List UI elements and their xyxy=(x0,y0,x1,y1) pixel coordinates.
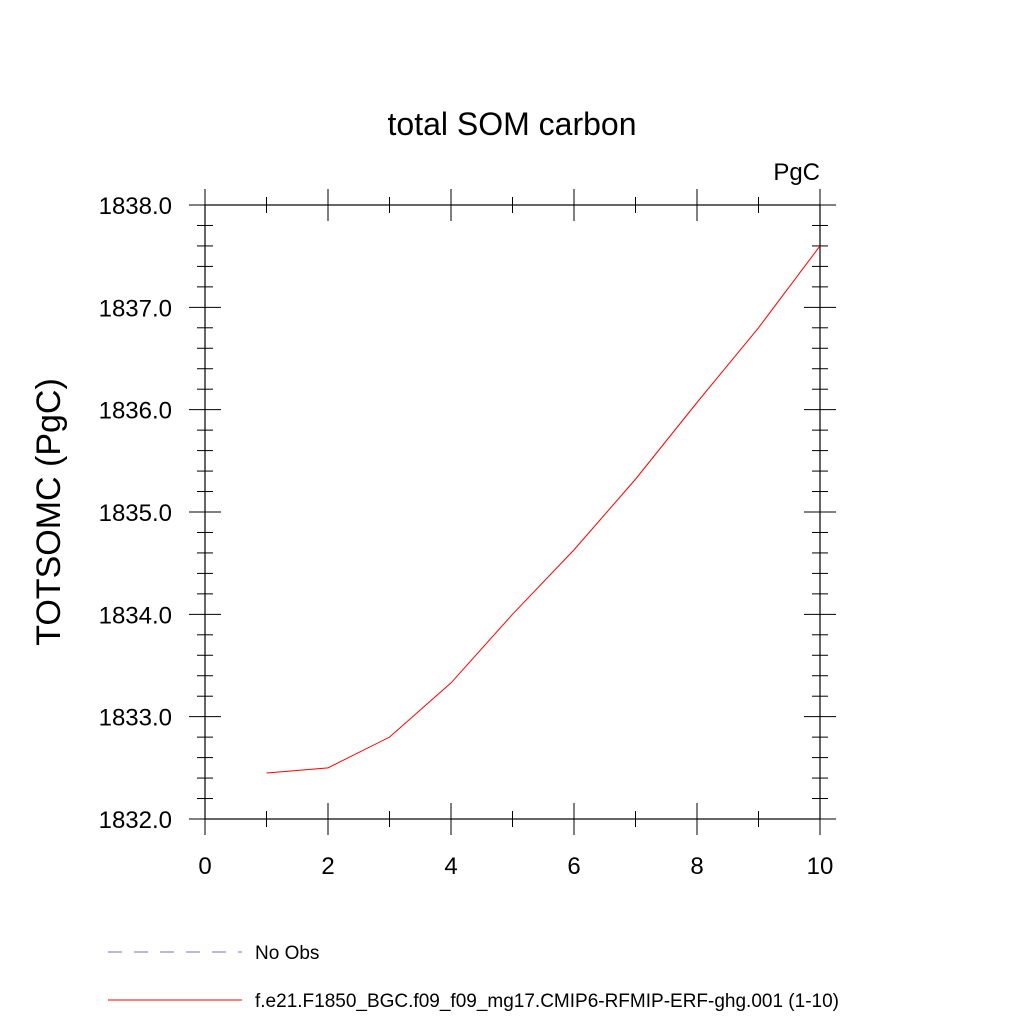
x-tick-label: 4 xyxy=(444,853,457,880)
y-tick-label: 1832.0 xyxy=(99,807,172,834)
y-tick-label: 1836.0 xyxy=(99,398,172,425)
y-tick-label: 1837.0 xyxy=(99,295,172,322)
units-label: PgC xyxy=(773,159,820,186)
y-tick-labels: 1832.0 1833.0 1834.0 1835.0 1836.0 1837.0 1838… xyxy=(99,193,172,834)
y-tick-label: 1835.0 xyxy=(99,500,172,527)
x-tick-labels: 0 2 4 6 8 10 xyxy=(198,853,833,880)
legend-label: f.e21.F1850_BGC.f09_f09_mg17.CMIP6-RFMIP… xyxy=(255,991,839,1012)
x-tick-label: 8 xyxy=(690,853,703,880)
x-tick-label: 6 xyxy=(567,853,580,880)
y-axis-label: TOTSOMC (PgC) xyxy=(30,378,68,646)
minor-ticks xyxy=(197,197,828,827)
y-tick-label: 1833.0 xyxy=(99,705,172,732)
series-lines xyxy=(266,245,821,774)
x-tick-label: 0 xyxy=(198,853,211,880)
major-ticks xyxy=(189,189,836,835)
x-tick-label: 10 xyxy=(807,853,834,880)
series-line xyxy=(266,245,821,774)
y-tick-label: 1834.0 xyxy=(99,602,172,629)
legend-label: No Obs xyxy=(255,943,319,964)
chart-title: total SOM carbon xyxy=(388,106,637,142)
legend: No Obs f.e21.F1850_BGC.f09_f09_mg17.CMIP6… xyxy=(108,943,839,1012)
x-tick-label: 2 xyxy=(321,853,334,880)
y-tick-label: 1838.0 xyxy=(99,193,172,220)
plot-frame xyxy=(204,204,821,820)
